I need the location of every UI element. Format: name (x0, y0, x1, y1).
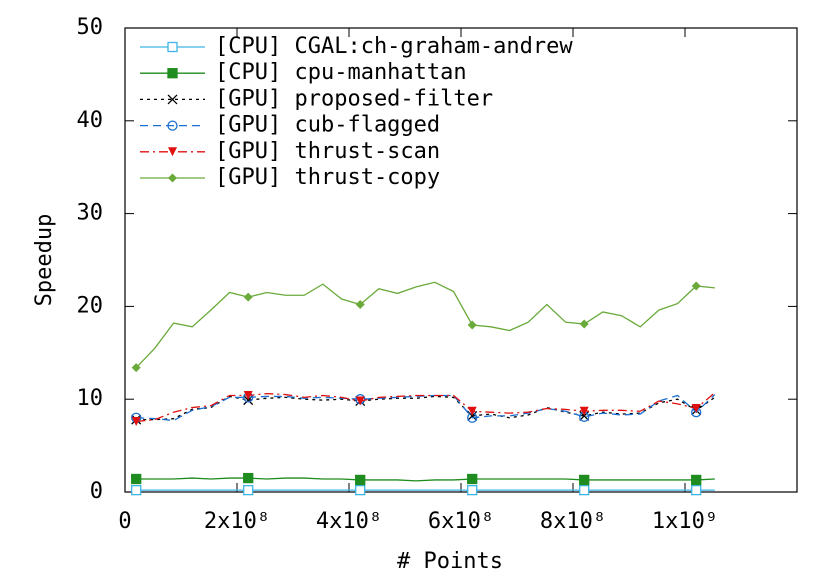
y-tick-label: 30 (77, 201, 104, 226)
series-line (135, 281, 715, 369)
legend-marker (168, 147, 177, 157)
marker (691, 484, 702, 496)
marker (467, 406, 477, 416)
x-tick-label: 8x10⁸ (540, 509, 606, 534)
marker (467, 410, 478, 421)
x-axis-label: # Points (397, 549, 503, 574)
marker (243, 292, 253, 302)
marker (691, 281, 701, 291)
marker (131, 363, 141, 373)
series-line (136, 392, 716, 423)
series-line (136, 477, 715, 482)
marker (355, 300, 365, 310)
marker (579, 406, 589, 416)
y-axis-label: Speedup (32, 214, 57, 307)
y-tick-label: 20 (77, 293, 104, 318)
legend-marker (168, 173, 177, 183)
x-tick-label: 1x10⁹ (652, 509, 718, 534)
y-tick-label: 10 (77, 386, 104, 411)
y-tick-label: 50 (77, 15, 104, 40)
legend-label: [GPU] proposed-filter (215, 86, 493, 111)
x-tick-label: 2x10⁸ (204, 509, 270, 534)
x-tick-label: 0 (118, 509, 131, 534)
marker (243, 484, 254, 496)
marker (467, 484, 478, 496)
marker (579, 484, 590, 496)
marker (243, 472, 254, 484)
marker (355, 396, 365, 406)
marker (467, 320, 477, 330)
legend-label: [CPU] cpu-manhattan (215, 60, 467, 85)
marker (131, 473, 142, 485)
marker (579, 474, 590, 486)
legend-label: [GPU] thrust-copy (215, 165, 440, 190)
marker (691, 403, 701, 413)
marker (243, 390, 253, 400)
marker (355, 474, 366, 486)
series-line (136, 394, 716, 422)
legend-marker (167, 41, 178, 53)
legend-marker (167, 120, 178, 131)
x-tick-label: 4x10⁸ (316, 509, 382, 534)
series-line (136, 395, 716, 421)
legend-label: [GPU] thrust-scan (215, 139, 440, 164)
marker (355, 484, 366, 496)
y-tick-label: 0 (90, 479, 103, 504)
y-tick-label: 40 (77, 108, 104, 133)
legend-marker (167, 94, 178, 105)
legend-marker (167, 68, 178, 79)
legend-label: [CPU] CGAL:ch-graham-andrew (215, 34, 573, 59)
marker (467, 473, 478, 485)
marker (691, 474, 702, 486)
x-tick-label: 6x10⁸ (428, 509, 494, 534)
marker (579, 319, 589, 329)
marker (131, 416, 141, 426)
marker (131, 484, 142, 496)
legend-label: [GPU] cub-flagged (215, 113, 440, 138)
